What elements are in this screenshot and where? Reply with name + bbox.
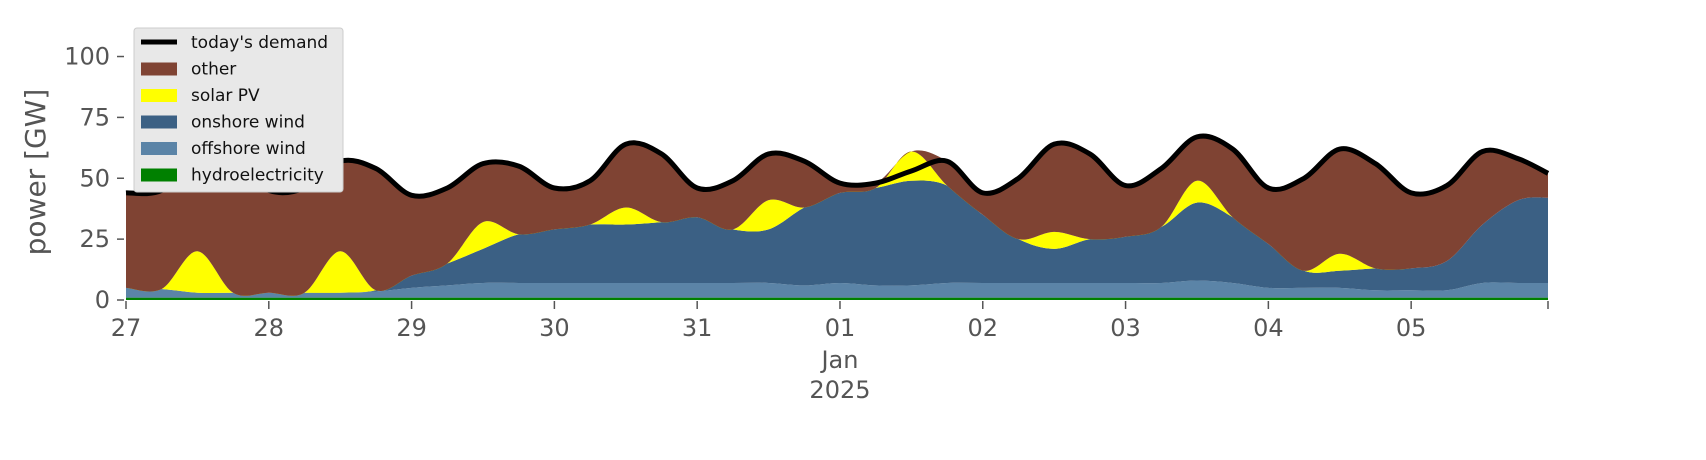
x-tick-sublabel: Jan	[819, 346, 858, 374]
x-tick-label: 02	[967, 314, 998, 342]
area-solar-pv	[126, 151, 1548, 296]
area-other	[126, 136, 1548, 296]
legend-box	[133, 27, 344, 193]
legend-label-hydroelectricity: hydroelectricity	[191, 166, 324, 186]
x-tick-label: 05	[1396, 314, 1427, 342]
y-axis: 0 25 50 75 100	[64, 43, 124, 314]
y-tick-label: 75	[79, 103, 110, 131]
x-tick-label: 31	[682, 314, 713, 342]
y-tick-label: 25	[79, 225, 110, 253]
y-tick-label: 100	[64, 43, 110, 71]
x-tick-label: 27	[111, 314, 142, 342]
x-tick-label: 01	[825, 314, 856, 342]
y-tick-label: 0	[95, 286, 110, 314]
legend-swatch-offshore-wind	[141, 142, 177, 155]
legend-swatch-hydroelectricity	[141, 168, 177, 182]
legend-label-onshore-wind: onshore wind	[191, 113, 305, 133]
area-onshore-wind	[126, 180, 1548, 293]
line-todays-demand	[125, 133, 1550, 199]
demand-layer	[125, 133, 1550, 199]
area-hydroelectricity	[126, 297, 1548, 300]
legend: today's demand other solar PV onshore wind o…	[133, 27, 344, 193]
legend-label-today-s-demand: today's demand	[191, 33, 328, 53]
legend-swatch-other	[141, 62, 177, 76]
legend-label-offshore-wind: offshore wind	[191, 139, 306, 159]
legend-swatch-solar-pv	[141, 89, 177, 102]
x-tick-sublabel: 2025	[809, 376, 870, 404]
legend-swatch-onshore-wind	[141, 115, 177, 129]
stacked-areas	[126, 136, 1548, 300]
legend-label-solar-pv: solar PV	[191, 86, 260, 106]
x-tick-label: 29	[396, 314, 427, 342]
y-axis-label: power [GW]	[19, 89, 52, 256]
x-tick-label: 03	[1110, 314, 1141, 342]
x-tick-label: 28	[254, 314, 285, 342]
x-tick-label: 04	[1253, 314, 1284, 342]
x-tick-label: 30	[539, 314, 570, 342]
area-offshore-wind	[126, 280, 1548, 298]
y-tick-label: 50	[79, 164, 110, 192]
legend-label-other: other	[191, 60, 236, 80]
